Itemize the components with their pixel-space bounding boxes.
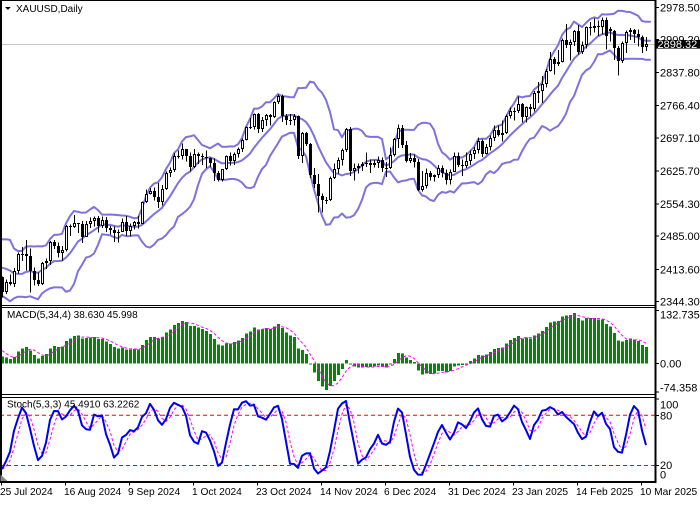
svg-text:25 Jul 2024: 25 Jul 2024 <box>0 487 53 498</box>
svg-text:2837.80: 2837.80 <box>660 68 700 80</box>
svg-text:132.735: 132.735 <box>660 310 700 322</box>
svg-text:2413.60: 2413.60 <box>660 264 700 276</box>
svg-text:23 Oct 2024: 23 Oct 2024 <box>256 487 312 498</box>
svg-text:31 Dec 2024: 31 Dec 2024 <box>448 487 506 498</box>
svg-text:0: 0 <box>660 470 666 482</box>
svg-text:2898.32: 2898.32 <box>658 39 698 51</box>
svg-text:2485.00: 2485.00 <box>660 231 700 243</box>
svg-text:80: 80 <box>660 411 672 423</box>
svg-text:2978.50: 2978.50 <box>660 2 700 14</box>
svg-text:6 Dec 2024: 6 Dec 2024 <box>384 487 436 498</box>
svg-text:2344.30: 2344.30 <box>660 297 700 309</box>
svg-text:MACD(5,34,4) 38.630 45.998: MACD(5,34,4) 38.630 45.998 <box>7 310 138 321</box>
svg-text:16 Aug 2024: 16 Aug 2024 <box>64 487 122 498</box>
svg-text:XAUUSD,Daily: XAUUSD,Daily <box>16 4 83 15</box>
svg-text:0.00: 0.00 <box>660 358 681 370</box>
svg-text:10 Mar 2025: 10 Mar 2025 <box>640 487 698 498</box>
svg-text:2766.40: 2766.40 <box>660 101 700 113</box>
svg-text:20: 20 <box>660 460 672 472</box>
svg-text:2697.10: 2697.10 <box>660 133 700 145</box>
svg-text:1 Oct 2024: 1 Oct 2024 <box>192 487 242 498</box>
svg-text:100: 100 <box>660 399 678 411</box>
svg-text:23 Jan 2025: 23 Jan 2025 <box>512 487 568 498</box>
svg-text:2625.70: 2625.70 <box>660 166 700 178</box>
svg-text:-74.358: -74.358 <box>660 383 697 395</box>
svg-text:Stoch(5,3,3) 45.4910 63.2262: Stoch(5,3,3) 45.4910 63.2262 <box>7 400 140 411</box>
svg-text:2554.30: 2554.30 <box>660 199 700 211</box>
svg-text:14 Nov 2024: 14 Nov 2024 <box>320 487 378 498</box>
svg-text:9 Sep 2024: 9 Sep 2024 <box>128 487 180 498</box>
svg-text:14 Feb 2025: 14 Feb 2025 <box>576 487 634 498</box>
